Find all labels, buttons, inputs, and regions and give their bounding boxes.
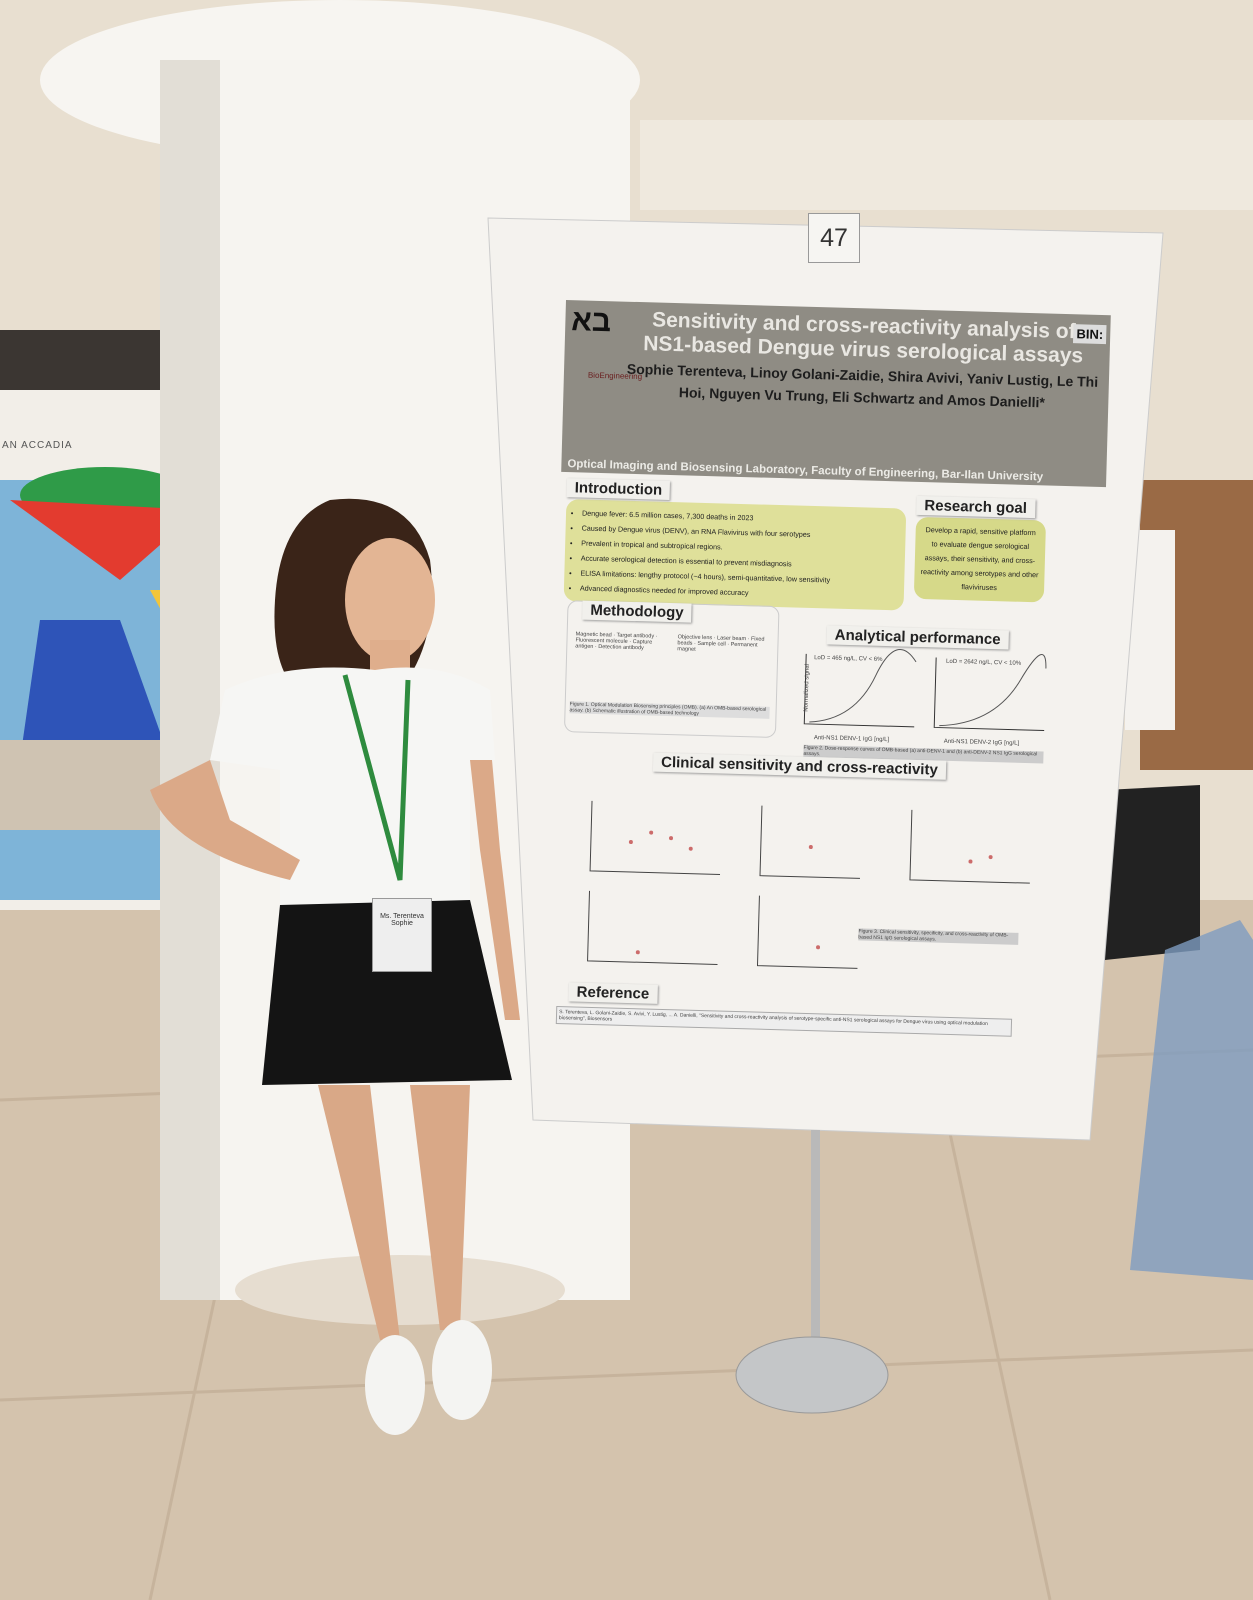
chair bbox=[0, 740, 170, 830]
stand-pole bbox=[811, 1130, 820, 1350]
research-goal-title: Research goal bbox=[916, 495, 1036, 519]
shoe-right bbox=[432, 1320, 492, 1420]
clinical-scatter-plots bbox=[587, 800, 1030, 969]
research-goal-section: Research goal Develop a rapid, sensitive… bbox=[913, 495, 1047, 603]
xlabel-a: Anti-NS1 DENV-1 IgG [ng/L] bbox=[813, 735, 890, 744]
xlabel-b: Anti-NS1 DENV-2 IgG [ng/L] bbox=[943, 738, 1020, 747]
stand-base bbox=[735, 1336, 889, 1414]
curve-b bbox=[939, 653, 1047, 727]
bioengineering-logo: BioEngineering bbox=[587, 370, 643, 382]
methodology-title: Methodology bbox=[582, 600, 692, 623]
research-goal-text: Develop a rapid, sensitive platform to e… bbox=[913, 516, 1047, 603]
bin-logo: BIN: bbox=[1073, 324, 1107, 345]
reference-title: Reference bbox=[568, 982, 658, 1004]
arm-left bbox=[150, 760, 300, 880]
board-number: 47 bbox=[808, 213, 860, 263]
skirt bbox=[262, 900, 512, 1085]
dose-response-curves bbox=[803, 649, 1047, 732]
figure-1-caption: Figure 1. Optical Modulation Biosensing … bbox=[569, 701, 770, 719]
introduction-section: Introduction Dengue fever: 6.5 million c… bbox=[563, 478, 907, 611]
passerby bbox=[1130, 920, 1253, 1280]
black-chair bbox=[1105, 785, 1200, 960]
poster: בא BIN: BioEngineering Sensitivity and c… bbox=[545, 300, 1111, 1055]
methodology-labels-b: Objective lens · Laser beam · Fixed bead… bbox=[677, 634, 765, 653]
methodology-labels-a: Magnetic bead · Target antibody · Fluore… bbox=[575, 631, 658, 652]
poster-header: בא BIN: BioEngineering Sensitivity and c… bbox=[561, 300, 1111, 488]
face bbox=[345, 538, 435, 662]
analytical-performance-section: Analytical performance LoD = 465 ng/L, C… bbox=[794, 625, 1057, 764]
reference-text: S. Terenteva, L. Golani-Zaidie, S. Avivi… bbox=[555, 1006, 1013, 1037]
university-logo: בא bbox=[570, 304, 612, 339]
arm-right bbox=[470, 760, 520, 1020]
curve-a bbox=[809, 649, 917, 723]
lanyard bbox=[342, 674, 411, 881]
introduction-title: Introduction bbox=[566, 478, 671, 500]
name-badge: Ms. Terenteva Sophie bbox=[372, 898, 432, 972]
reference-section: Reference bbox=[568, 982, 658, 1004]
hotel-sign: AN ACCADIA bbox=[2, 440, 73, 451]
legs bbox=[318, 1085, 470, 1340]
shoe-left bbox=[365, 1335, 425, 1435]
banner-top bbox=[0, 330, 190, 390]
methodology-section: Methodology Magnetic bead · Target antib… bbox=[563, 600, 780, 739]
